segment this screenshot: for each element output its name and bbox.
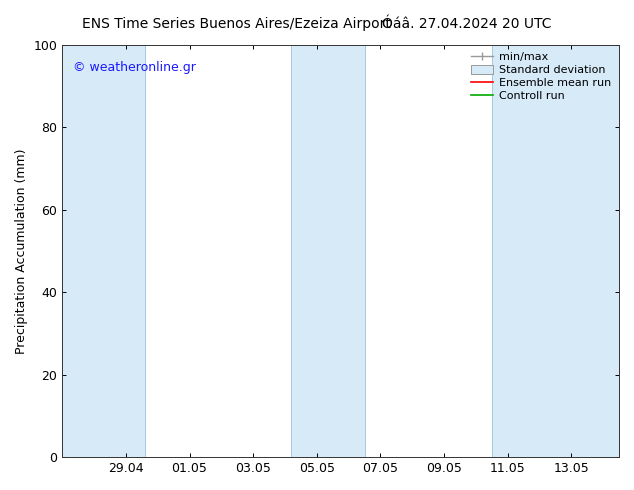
Text: Óáâ. 27.04.2024 20 UTC: Óáâ. 27.04.2024 20 UTC [382, 17, 552, 31]
Bar [292, 45, 365, 457]
Y-axis label: Precipitation Accumulation (mm): Precipitation Accumulation (mm) [15, 148, 28, 354]
Text: © weatheronline.gr: © weatheronline.gr [74, 61, 197, 74]
Text: ENS Time Series Buenos Aires/Ezeiza Airport: ENS Time Series Buenos Aires/Ezeiza Airp… [82, 17, 391, 31]
Bar [492, 45, 619, 457]
Bar [62, 45, 145, 457]
Legend: min/max, Standard deviation, Ensemble mean run, Controll run: min/max, Standard deviation, Ensemble me… [469, 50, 614, 103]
